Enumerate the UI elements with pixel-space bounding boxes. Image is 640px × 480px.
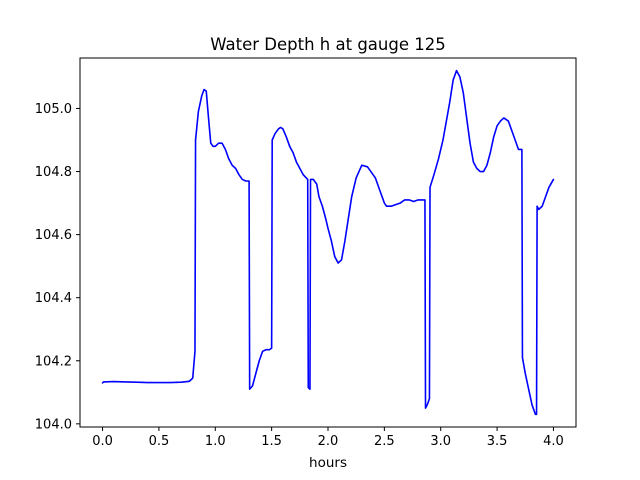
x-tick-label: 2.5 [374,434,395,449]
x-tick-label: 0.0 [92,434,113,449]
plot-background [80,58,576,427]
series-line [101,69,555,416]
plot-area [80,58,576,427]
x-tick-label: 2.0 [318,434,339,449]
y-tick-label: 104.2 [35,354,72,369]
x-tick-label: 3.5 [487,434,508,449]
y-tick-label: 104.0 [35,417,72,432]
plot-frame [79,57,577,428]
x-tick-label: 3.0 [430,434,451,449]
y-axis: 104.0 104.2 104.4 104.6 104.8 105.0 [35,102,80,432]
y-tick-label: 104.4 [35,291,72,306]
y-tick-label: 104.6 [35,228,72,243]
x-tick-label: 4.0 [543,434,564,449]
chart-title: Water Depth h at gauge 125 [210,35,445,54]
x-axis-label: hours [309,455,347,471]
x-tick-label: 1.0 [205,434,226,449]
y-tick-label: 104.8 [35,165,72,180]
series-layer [101,69,555,416]
x-axis: 0.0 0.5 1.0 1.5 2.0 2.5 3.0 3.5 4.0 [92,427,564,449]
x-tick-label: 0.5 [149,434,170,449]
y-tick-label: 105.0 [35,102,72,117]
x-tick-label: 1.5 [261,434,282,449]
